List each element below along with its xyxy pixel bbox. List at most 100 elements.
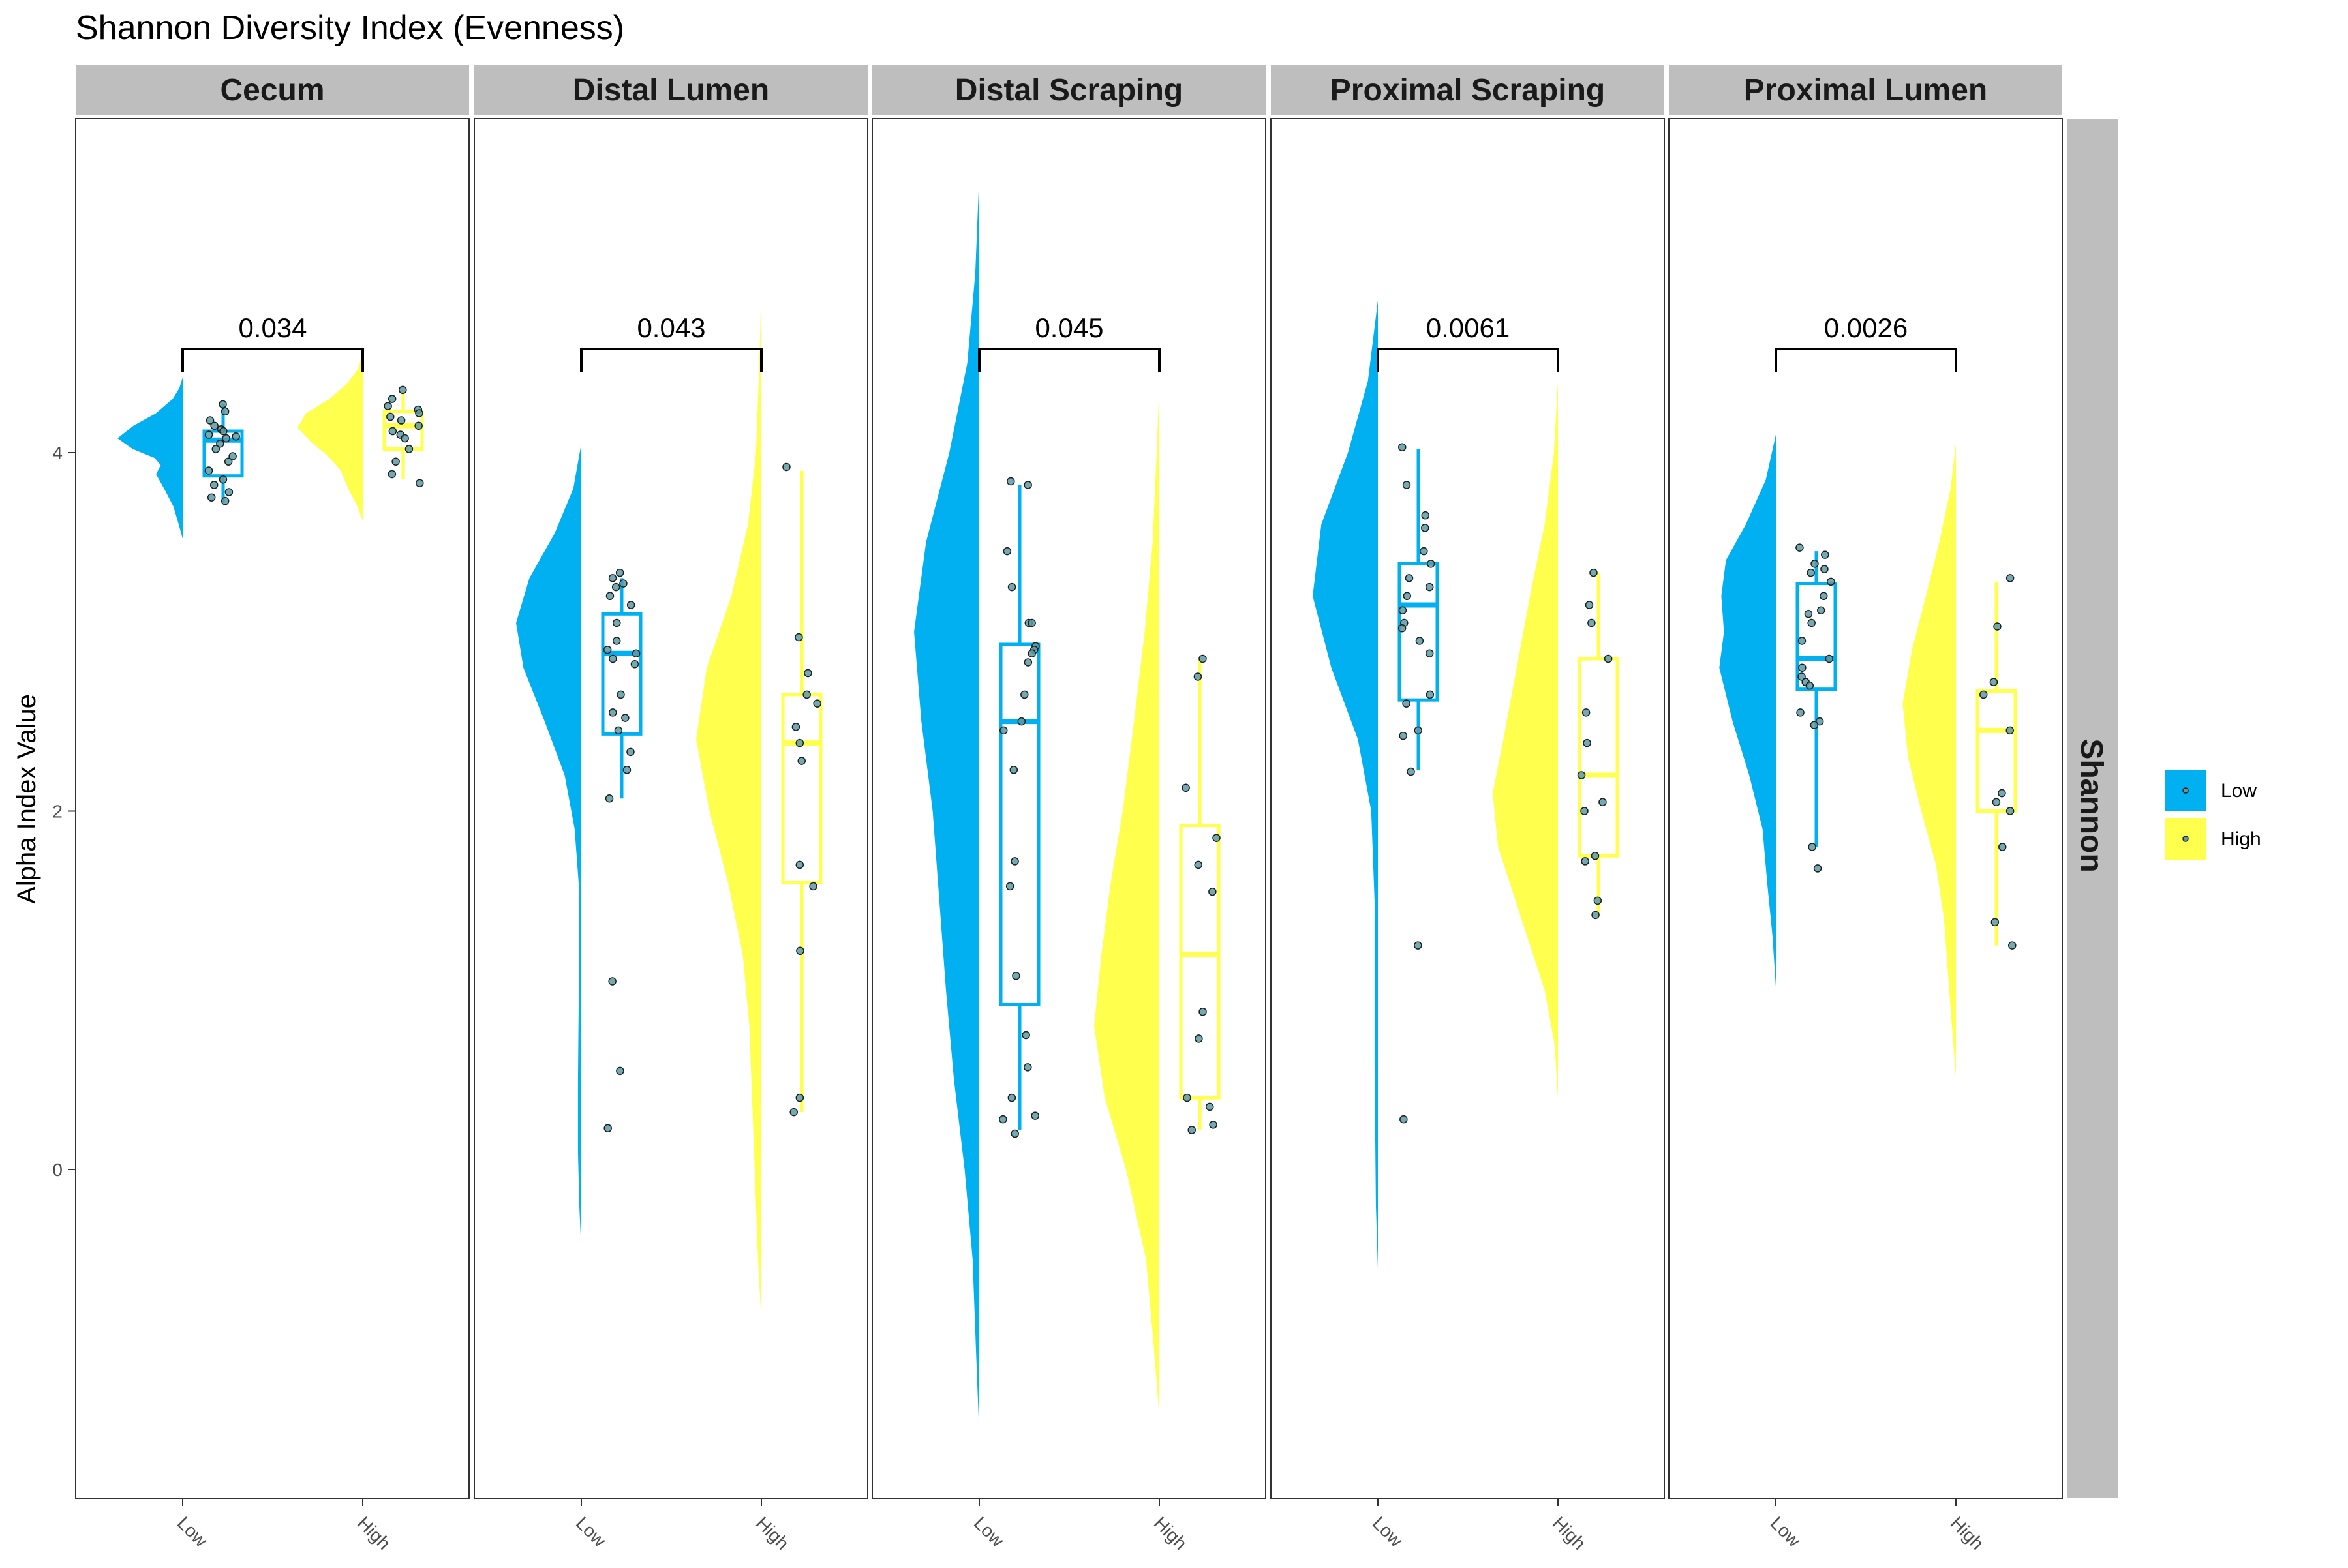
box-low — [1795, 582, 1837, 691]
facet-panel: Distal Scraping 0.045 Low High — [872, 65, 1266, 1554]
data-point — [802, 690, 811, 699]
data-point — [1005, 882, 1014, 891]
density-low — [516, 444, 581, 1250]
data-point — [1816, 606, 1825, 615]
data-point — [397, 416, 406, 425]
p-value-label: 0.0061 — [1426, 312, 1510, 343]
data-point — [782, 462, 791, 472]
data-point — [605, 592, 615, 601]
data-point — [211, 445, 221, 453]
panel-content — [516, 282, 823, 1322]
x-tick-label: High — [1549, 1513, 1590, 1554]
data-point — [617, 690, 625, 699]
data-point — [1998, 789, 2006, 798]
data-point — [1399, 1115, 1408, 1124]
data-point — [1589, 568, 1598, 577]
data-point — [1998, 843, 2007, 851]
density-low — [1719, 434, 1776, 987]
data-point — [416, 479, 424, 487]
data-point — [796, 946, 804, 956]
data-point — [1009, 766, 1018, 774]
data-point — [1798, 663, 1807, 672]
data-point — [1421, 511, 1430, 520]
data-point — [210, 421, 219, 430]
data-point — [1807, 568, 1815, 577]
data-point — [603, 1124, 612, 1133]
facet-strip-label: Cecum — [220, 73, 324, 108]
significance-bracket — [1377, 348, 1559, 372]
data-point — [415, 409, 423, 417]
data-point — [605, 794, 614, 803]
data-point — [1989, 678, 1998, 686]
data-point — [1209, 1121, 1217, 1129]
data-point — [1993, 622, 2002, 631]
box-low — [601, 612, 643, 736]
significance-bracket — [1775, 348, 1957, 372]
data-point — [1007, 477, 1015, 486]
data-point — [609, 708, 617, 717]
data-point — [391, 457, 400, 466]
data-point — [1825, 654, 1834, 663]
data-point — [414, 421, 423, 430]
x-tick-label: High — [752, 1513, 793, 1554]
data-point — [614, 726, 623, 735]
data-point — [1796, 708, 1805, 717]
data-point — [1195, 1034, 1203, 1043]
row-strip — [2067, 119, 2118, 1498]
data-point — [219, 475, 228, 484]
facet-strip — [474, 65, 868, 115]
data-point — [1414, 726, 1422, 735]
data-point — [795, 1093, 804, 1102]
data-point — [1421, 524, 1429, 532]
data-point — [216, 440, 224, 448]
data-point — [1580, 807, 1589, 815]
x-tick-label: High — [1947, 1513, 1988, 1554]
density-high — [1493, 381, 1558, 1098]
significance-bracket — [978, 348, 1161, 372]
data-point — [1420, 547, 1428, 556]
data-point — [1807, 618, 1816, 627]
facet-strip-label: Proximal Scraping — [1330, 73, 1605, 108]
data-point — [204, 466, 213, 475]
data-point — [386, 412, 395, 421]
data-point — [1810, 560, 1819, 568]
data-point — [221, 407, 230, 416]
data-point — [1990, 918, 2000, 927]
data-point — [1415, 637, 1424, 645]
data-point — [1198, 654, 1207, 663]
facet-strip — [1271, 65, 1664, 115]
data-point — [399, 385, 407, 395]
data-point — [1797, 672, 1806, 681]
x-tick-label: High — [1150, 1513, 1191, 1554]
facet-panel: Proximal Lumen 0.0026 Low High — [1668, 65, 2063, 1554]
data-point — [404, 445, 414, 453]
data-point — [2005, 726, 2014, 735]
significance-bracket — [580, 348, 763, 372]
data-point — [1820, 565, 1829, 573]
data-point — [1017, 717, 1026, 726]
data-point — [1193, 672, 1202, 681]
data-point — [1587, 618, 1596, 627]
data-point — [1024, 658, 1033, 667]
data-point — [1604, 654, 1613, 663]
facet-panel: Proximal Scraping 0.0061 Low High — [1270, 65, 1665, 1554]
data-point — [2005, 807, 2015, 815]
legend-label: Low — [2221, 780, 2257, 802]
data-point — [795, 738, 804, 747]
data-point — [1022, 1031, 1030, 1040]
y-tick-label: 2 — [52, 802, 63, 822]
data-point — [603, 645, 612, 654]
data-point — [1407, 767, 1415, 776]
data-point — [207, 493, 216, 502]
data-point — [615, 568, 624, 577]
data-point — [795, 860, 804, 869]
data-point — [221, 496, 230, 505]
data-point — [1024, 1063, 1032, 1072]
data-point — [1795, 543, 1804, 552]
data-point — [1205, 1102, 1214, 1111]
data-point — [1593, 896, 1602, 905]
legend-key-point — [2182, 836, 2189, 842]
facet-strip-label: Proximal Lumen — [1744, 73, 1987, 108]
data-point — [1581, 708, 1591, 717]
data-point — [1020, 690, 1029, 699]
